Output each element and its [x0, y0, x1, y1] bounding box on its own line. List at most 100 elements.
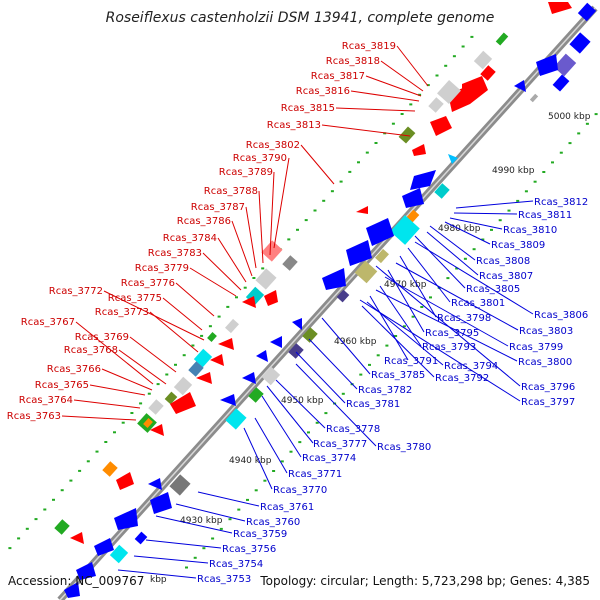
gene-arrow[interactable] [64, 582, 80, 598]
gene-label[interactable]: Rcas_3805 [466, 284, 520, 295]
gene-label[interactable]: Rcas_3773 [95, 307, 149, 318]
gene-arrow[interactable] [210, 354, 224, 366]
gene-label[interactable]: Rcas_3813 [267, 120, 321, 131]
gene-label[interactable]: Rcas_3759 [233, 529, 287, 540]
gene-arrow[interactable] [70, 532, 84, 544]
gene-label[interactable]: Rcas_3790 [233, 153, 287, 164]
gene-label[interactable]: Rcas_3774 [302, 453, 356, 464]
gene-label[interactable]: Rcas_3777 [313, 439, 367, 450]
gene-label[interactable]: Rcas_3771 [288, 469, 342, 480]
gene-box[interactable] [282, 255, 298, 271]
gene-label[interactable]: Rcas_3765 [35, 380, 89, 391]
gene-label[interactable]: Rcas_3767 [21, 317, 75, 328]
gene-box[interactable] [569, 32, 591, 54]
gene-label[interactable]: Rcas_3761 [260, 502, 314, 513]
gene-box[interactable] [577, 2, 597, 22]
gene-arrow[interactable] [366, 218, 394, 246]
gene-label[interactable]: Rcas_3772 [49, 286, 103, 297]
gene-box[interactable] [169, 474, 191, 496]
gene-label[interactable]: Rcas_3788 [204, 186, 258, 197]
gene-arrow[interactable] [220, 394, 236, 406]
gene-label[interactable]: Rcas_3795 [425, 328, 479, 339]
gene-box[interactable] [495, 32, 509, 46]
gene-label[interactable]: Rcas_3766 [47, 364, 101, 375]
gene-box[interactable] [248, 387, 264, 403]
gene-box[interactable] [437, 79, 461, 105]
gene-box[interactable] [398, 126, 416, 144]
gene-arrow[interactable] [76, 562, 96, 580]
gene-label[interactable]: Rcas_3768 [64, 345, 118, 356]
gene-arrow[interactable] [402, 188, 424, 208]
gene-box[interactable] [109, 544, 129, 564]
gene-box[interactable] [54, 519, 70, 535]
gene-arrow[interactable] [514, 80, 526, 92]
gene-label[interactable]: Rcas_3756 [222, 544, 276, 555]
gene-label[interactable]: Rcas_3753 [197, 574, 251, 585]
gene-arrow[interactable] [270, 336, 282, 348]
gene-label[interactable]: Rcas_3763 [7, 411, 61, 422]
gene-label[interactable]: Rcas_3819 [342, 41, 396, 52]
gene-box[interactable] [288, 343, 304, 359]
gene-arrow[interactable] [148, 478, 162, 490]
gene-label[interactable]: Rcas_3764 [19, 395, 73, 406]
gene-box[interactable] [473, 50, 493, 70]
gene-box[interactable] [207, 332, 217, 342]
gene-label[interactable]: Rcas_3778 [326, 424, 380, 435]
gene-arrow[interactable] [548, 2, 572, 14]
gene-label[interactable]: Rcas_3803 [519, 326, 573, 337]
gene-label[interactable]: Rcas_3769 [75, 332, 129, 343]
gene-box[interactable] [480, 65, 496, 81]
gene-arrow[interactable] [150, 492, 172, 514]
gene-arrow[interactable] [170, 392, 196, 414]
gene-label[interactable]: Rcas_3789 [219, 167, 273, 178]
gene-arrow[interactable] [292, 318, 302, 330]
gene-box[interactable] [406, 209, 420, 223]
gene-box[interactable] [302, 327, 318, 343]
gene-arrow[interactable] [448, 154, 458, 164]
gene-arrow[interactable] [356, 206, 368, 214]
gene-label[interactable]: Rcas_3779 [135, 263, 189, 274]
gene-label[interactable]: Rcas_3780 [377, 442, 431, 453]
gene-box[interactable] [390, 215, 420, 245]
gene-label[interactable]: Rcas_3785 [371, 370, 425, 381]
gene-label[interactable]: Rcas_3770 [273, 485, 327, 496]
gene-label[interactable]: Rcas_3776 [121, 278, 175, 289]
gene-arrow[interactable] [346, 240, 372, 266]
gene-label[interactable]: Rcas_3798 [437, 313, 491, 324]
gene-arrow[interactable] [150, 424, 164, 436]
gene-box[interactable] [553, 53, 577, 77]
gene-box[interactable] [188, 361, 204, 377]
gene-label[interactable]: Rcas_3817 [311, 71, 365, 82]
gene-box[interactable] [375, 248, 389, 264]
gene-box[interactable] [255, 268, 277, 290]
gene-label[interactable]: Rcas_3775 [108, 293, 162, 304]
gene-label[interactable]: Rcas_3818 [326, 56, 380, 67]
gene-box[interactable] [134, 531, 148, 545]
gene-box[interactable] [148, 399, 164, 415]
gene-label[interactable]: Rcas_3794 [444, 361, 498, 372]
gene-label[interactable]: Rcas_3800 [518, 357, 572, 368]
gene-label[interactable]: Rcas_3787 [191, 202, 245, 213]
gene-box[interactable] [164, 391, 178, 405]
gene-label[interactable]: Rcas_3801 [451, 298, 505, 309]
gene-label[interactable]: Rcas_3812 [534, 197, 588, 208]
gene-label[interactable]: Rcas_3784 [163, 233, 217, 244]
gene-label[interactable]: Rcas_3783 [148, 248, 202, 259]
gene-label[interactable]: Rcas_3810 [503, 225, 557, 236]
gene-box[interactable] [261, 366, 281, 386]
gene-label[interactable]: Rcas_3782 [358, 385, 412, 396]
gene-label[interactable]: Rcas_3811 [518, 210, 572, 221]
gene-box[interactable] [143, 418, 153, 428]
gene-arrow[interactable] [242, 372, 256, 384]
gene-box[interactable] [225, 318, 239, 334]
gene-label[interactable]: Rcas_3816 [296, 86, 350, 97]
gene-label[interactable]: Rcas_3793 [422, 342, 476, 353]
gene-label[interactable]: Rcas_3807 [479, 271, 533, 282]
gene-box[interactable] [529, 93, 539, 103]
gene-arrow[interactable] [94, 538, 114, 556]
gene-label[interactable]: Rcas_3799 [509, 342, 563, 353]
gene-box[interactable] [102, 461, 118, 477]
gene-label[interactable]: Rcas_3809 [491, 240, 545, 251]
gene-label[interactable]: Rcas_3797 [521, 397, 575, 408]
gene-box[interactable] [225, 408, 247, 430]
